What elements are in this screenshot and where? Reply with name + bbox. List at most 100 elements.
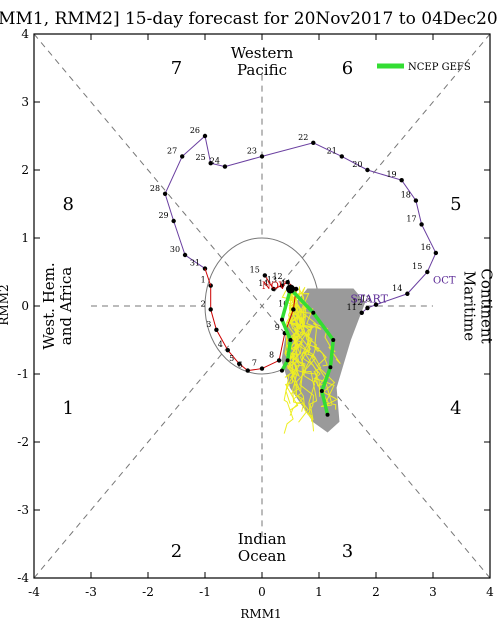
- day-label: 15: [250, 265, 260, 274]
- observed-point: [285, 280, 290, 285]
- day-label: 26: [190, 126, 200, 135]
- forecast-point: [279, 368, 284, 373]
- observed-point: [399, 178, 404, 183]
- month-label: NOV: [262, 281, 287, 292]
- forecast-point: [331, 338, 336, 342]
- day-label: 6: [238, 361, 243, 370]
- observed-point: [222, 164, 228, 169]
- observed-point: [259, 366, 265, 371]
- observed-point: [279, 283, 285, 288]
- observed-point: [365, 167, 370, 173]
- region-label-bottom: Ocean: [238, 547, 287, 565]
- chart-labels: OCT NOV START: [262, 276, 456, 306]
- observed-point: [419, 222, 424, 227]
- day-label: 31: [190, 259, 200, 268]
- observed-point: [365, 305, 370, 311]
- day-label: 27: [167, 146, 177, 155]
- observed-point: [245, 368, 250, 373]
- diagonal-line: [33, 33, 491, 579]
- forecast-trajectory: [279, 284, 336, 417]
- day-label: 10: [278, 299, 288, 308]
- day-label: 23: [247, 146, 257, 155]
- day-label: 14: [258, 279, 268, 288]
- x-tick-label: 1: [315, 585, 323, 599]
- x-tick-label: 4: [486, 585, 494, 599]
- day-label: 25: [196, 153, 206, 162]
- day-label: 19: [386, 170, 396, 179]
- phase-number: 5: [450, 194, 461, 215]
- region-label-top: Western: [231, 44, 294, 62]
- x-tick-label: -4: [28, 585, 40, 599]
- observed-point: [162, 191, 168, 196]
- day-label: 28: [150, 184, 160, 193]
- phase-number: 7: [171, 58, 182, 79]
- day-label: 24: [210, 157, 220, 166]
- observed-point: [208, 161, 213, 166]
- day-label: 3: [206, 320, 211, 329]
- day-label: 30: [170, 245, 180, 254]
- forecast-start-point: [286, 284, 295, 294]
- x-tick-label: 3: [429, 585, 437, 599]
- day-label: 4: [218, 340, 223, 349]
- y-tick-label: -2: [17, 435, 29, 449]
- forecast-point: [285, 358, 290, 363]
- observed-point: [208, 307, 213, 312]
- y-axis-title: RMM2: [0, 284, 11, 325]
- legend: NCEP GEFS: [377, 62, 471, 73]
- day-label: 18: [401, 191, 411, 200]
- observed-point: [262, 273, 268, 278]
- observed-point: [339, 154, 344, 159]
- phase-number: 8: [62, 194, 73, 215]
- ensemble-member-line: [292, 305, 338, 408]
- phase-number: 1: [62, 398, 73, 419]
- ensemble-member-line: [287, 294, 337, 410]
- observed-point: [180, 154, 185, 159]
- day-label: 9: [275, 323, 280, 332]
- forecast-point: [328, 365, 333, 370]
- forecast-point: [311, 310, 316, 315]
- observed-point: [373, 302, 379, 307]
- observed-point: [291, 307, 296, 312]
- observed-point: [405, 291, 410, 296]
- day-label: 16: [421, 243, 431, 252]
- y-tick-label: 4: [21, 27, 29, 41]
- phase-number: 2: [171, 541, 182, 562]
- phase-number: 4: [450, 398, 461, 419]
- y-tick-label: 2: [21, 163, 29, 177]
- observed-point: [311, 140, 316, 145]
- region-label-left: West. Hem.: [40, 262, 58, 349]
- chart-title: [RMM1, RMM2] 15-day forecast for 20Nov20…: [0, 9, 498, 29]
- observed-trajectory: 1112131415161718192021222324252627282930…: [150, 126, 439, 373]
- observed-point: [294, 286, 299, 292]
- day-label: 13: [361, 295, 371, 304]
- forecast-point: [288, 338, 293, 342]
- x-tick-label: 2: [372, 585, 380, 599]
- day-label: 17: [406, 214, 416, 223]
- region-label-top: Pacific: [237, 61, 287, 79]
- start-label: START: [350, 293, 388, 306]
- legend-label: NCEP GEFS: [408, 62, 471, 73]
- region-label-left: and Africa: [57, 267, 75, 345]
- day-label: 22: [298, 133, 308, 142]
- observed-point: [225, 348, 230, 353]
- observed-point: [271, 286, 276, 292]
- day-label: 20: [352, 160, 362, 169]
- y-tick-label: 3: [21, 95, 29, 109]
- forecast-point: [319, 389, 324, 393]
- x-tick-label: 0: [258, 585, 266, 599]
- y-tick-label: -4: [17, 571, 29, 585]
- observed-point: [433, 250, 439, 256]
- forecast-point: [279, 317, 284, 322]
- day-label: 2: [201, 299, 206, 308]
- region-label-right: Maritime: [460, 271, 478, 341]
- observed-point: [182, 252, 188, 258]
- x-axis-title: RMM1: [240, 607, 281, 621]
- day-label: 8: [269, 350, 274, 359]
- observed-point: [214, 327, 219, 332]
- day-label: 11: [347, 303, 357, 312]
- day-label: 12: [352, 298, 362, 307]
- y-tick-label: -1: [17, 367, 29, 381]
- day-label: 13: [267, 276, 277, 285]
